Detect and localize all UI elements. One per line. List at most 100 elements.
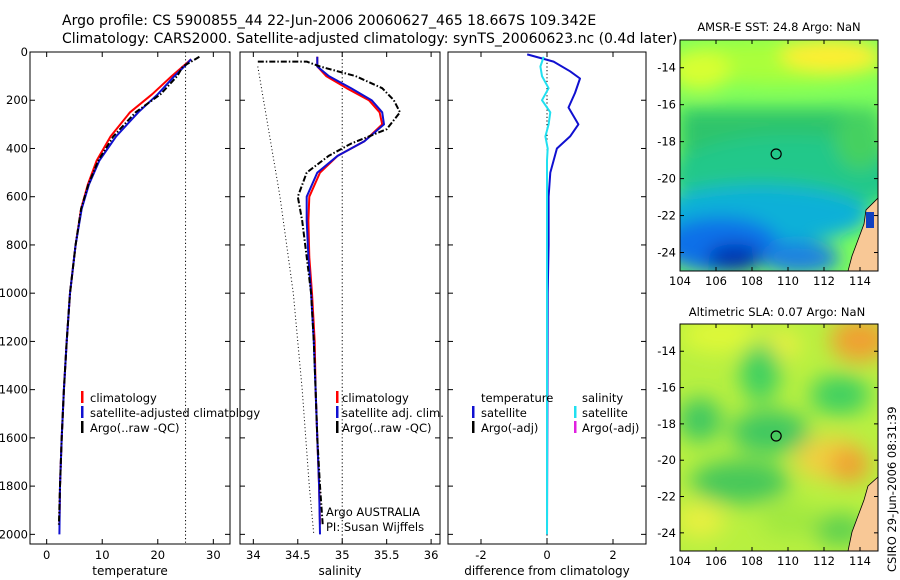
depth-tick-label: 1400 [0, 383, 28, 397]
legend-swatch-sal-satellite [574, 406, 577, 418]
depth-tick-label: 1000 [0, 286, 28, 300]
satellite-series-line [526, 53, 581, 535]
map-y-tick-label: -24 [657, 526, 676, 540]
depth-axis: 0 200 400 600 800 1000 1200 1400 1600 1800 2000 [0, 45, 646, 541]
map-x-tick-label: 108 [741, 554, 763, 568]
sst-map [680, 40, 878, 271]
map-y-tick-label: -20 [657, 172, 676, 186]
sst-map-title: AMSR-E SST: 24.8 Argo: NaN [697, 20, 860, 34]
legend-swatch-temp-argo [472, 421, 475, 433]
legend-swatch-argo [81, 421, 84, 433]
salinity-satellite-series-line [539, 56, 552, 535]
salinity-panel-frame [239, 51, 441, 545]
legend-swatch-sal-argo [574, 421, 577, 433]
legend-label-argo: Argo(..raw -QC) [342, 421, 432, 435]
depth-tick-label: 1800 [0, 479, 28, 493]
map-x-tick-label: 104 [669, 274, 691, 288]
climatology-series-line [307, 56, 384, 525]
sst-map-frame [679, 39, 879, 272]
sst-map-axes: 104 106 108 110 112 114 -14 -16 -18 -20 -22 -24 [657, 40, 878, 288]
map-y-tick-label: -22 [657, 209, 676, 223]
float-position-marker-sst [770, 148, 782, 160]
temperature-series [57, 55, 200, 535]
map-y-tick-label: -14 [657, 344, 676, 358]
map-x-tick-label: 112 [813, 554, 835, 568]
temperature-panel-frame [29, 51, 231, 545]
header-line-2: Climatology: CARS2000. Satellite-adjuste… [62, 31, 677, 47]
map-y-tick-label: -14 [657, 61, 676, 75]
salinity-axis-label: salinity [318, 564, 361, 578]
map-y-tick-label: -20 [657, 453, 676, 467]
legend-label-climatology: climatology [342, 391, 409, 405]
float-position-marker-sla [770, 430, 782, 442]
salinity-x-axis: 34 34.5 35 35.5 36 [246, 52, 438, 562]
temperature-legend: climatology satellite-adjusted climatolo… [81, 391, 260, 435]
depth-tick-label: 400 [6, 141, 28, 155]
legend-label-sal-argo: Argo(-adj) [582, 421, 639, 435]
depth-tick-label: 1200 [0, 334, 28, 348]
depth-tick-label: 200 [6, 93, 28, 107]
map-x-tick-label: 106 [705, 554, 727, 568]
x-tick-label: 35 [335, 548, 350, 562]
legend-label-temp-argo: Argo(-adj) [481, 421, 538, 435]
satellite-series-line [58, 58, 192, 535]
x-tick-label: 0 [43, 548, 50, 562]
map-y-tick-label: -22 [657, 490, 676, 504]
x-tick-label: 34.5 [285, 548, 311, 562]
argo-country-annotation: Argo AUSTRALIA [326, 505, 420, 519]
map-x-tick-label: 104 [669, 554, 691, 568]
map-x-tick-label: 110 [777, 554, 799, 568]
difference-series [526, 53, 581, 535]
legend-swatch-temp-satellite [472, 406, 475, 418]
legend-swatch-argo [336, 421, 339, 433]
difference-axis-label: difference from climatology [464, 564, 630, 578]
legend-label-satellite: satellite-adjusted climatology [90, 406, 260, 420]
depth-tick-label: 0 [21, 45, 28, 59]
legend-label-temp-satellite: satellite [481, 406, 527, 420]
salinity-legend: climatology satellite adj. clim. Argo(..… [336, 391, 444, 435]
x-tick-label: 30 [206, 548, 221, 562]
map-x-tick-label: 110 [777, 274, 799, 288]
legend-swatch-climatology [81, 391, 84, 403]
map-x-tick-label: 114 [849, 554, 871, 568]
difference-x-axis: -2 0 2 [475, 52, 617, 562]
argo-series-line [257, 60, 401, 525]
map-y-tick-label: -16 [657, 98, 676, 112]
temperature-axis-label: temperature [92, 564, 167, 578]
legend-label-climatology: climatology [90, 391, 157, 405]
map-x-tick-label: 114 [849, 274, 871, 288]
legend-swatch-satellite [336, 406, 339, 418]
x-tick-label: 0 [543, 548, 550, 562]
x-tick-label: -2 [475, 548, 486, 562]
depth-tick-label: 600 [6, 190, 28, 204]
depth-tick-label: 2000 [0, 527, 28, 541]
argo-series-line [57, 55, 200, 525]
legend-swatch-climatology [336, 391, 339, 403]
map-y-tick-label: -18 [657, 135, 676, 149]
x-tick-label: 2 [609, 548, 616, 562]
depth-tick-label: 1600 [0, 431, 28, 445]
sla-map-frame [679, 323, 879, 552]
legend-swatch-satellite [81, 406, 84, 418]
x-tick-label: 35.5 [374, 548, 400, 562]
temperature-x-axis: 0 10 20 30 [43, 52, 221, 562]
difference-legend: temperature satellite Argo(-adj) salinit… [472, 391, 639, 435]
legend-header-salinity: salinity [582, 391, 623, 405]
legend-label-argo: Argo(..raw -QC) [90, 421, 180, 435]
map-y-tick-label: -16 [657, 381, 676, 395]
legend-label-sal-satellite: satellite [582, 406, 628, 420]
salinity-series [257, 56, 401, 535]
sla-map-title: Altimetric SLA: 0.07 Argo: NaN [689, 305, 865, 319]
x-tick-label: 10 [95, 548, 110, 562]
depth-tick-label: 800 [6, 238, 28, 252]
map-x-tick-label: 112 [813, 274, 835, 288]
map-x-tick-label: 108 [741, 274, 763, 288]
map-y-tick-label: -18 [657, 417, 676, 431]
header-line-1: Argo profile: CS 5900855_44 22-Jun-2006 … [62, 13, 596, 29]
legend-header-temperature: temperature [481, 391, 553, 405]
argo-reference-series-line [257, 66, 315, 535]
legend-label-satellite: satellite adj. clim. [342, 406, 444, 420]
x-tick-label: 20 [150, 548, 165, 562]
x-tick-label: 34 [246, 548, 261, 562]
